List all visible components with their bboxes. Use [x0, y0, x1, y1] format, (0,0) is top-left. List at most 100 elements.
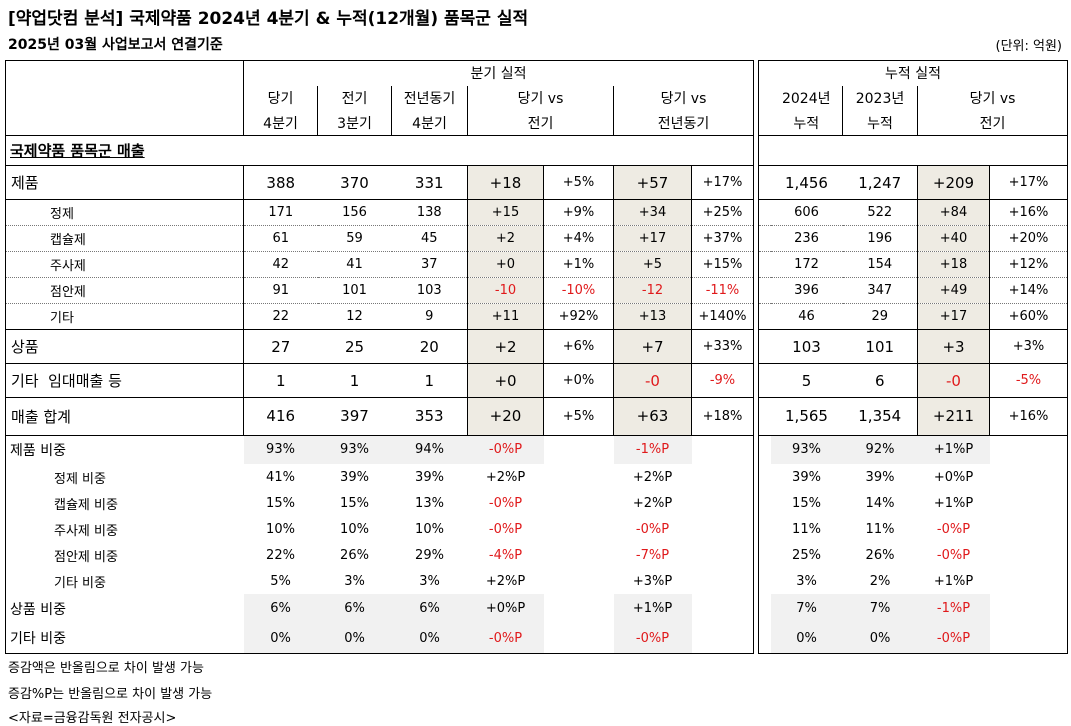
table-row: 46 29 +17 +60% [759, 303, 1068, 330]
cell-cum-pct: +17% [989, 165, 1068, 201]
cell-pct-prev: +4% [543, 225, 614, 253]
cell-cum-2024: 46 [798, 309, 815, 325]
cell-cum-2023: 1,247 [842, 165, 918, 201]
cell-delta-yoy: -0 [613, 363, 692, 399]
ratio-delta-prev: -0%P [488, 521, 523, 537]
ratio-row: 3% 2% +1%P [759, 568, 1068, 594]
col-subheader-vs-yoy: 전년동기 [613, 110, 754, 137]
col-header-vs-prev: 당기 vs [467, 85, 614, 111]
ratio-cum-2024: 39% [792, 469, 821, 485]
col-header-cur: 당기 [243, 85, 318, 111]
ratio-delta-yoy: +1%P [613, 594, 692, 624]
cell-pct-yoy: -9% [691, 363, 754, 399]
ratio-label: 기타 비중 [10, 631, 66, 648]
ratio-row: 0% 0% -0%P [759, 623, 1068, 654]
cell-yoy: 331 [391, 165, 468, 201]
cell-cum-2024: 606 [770, 199, 843, 227]
cell-prev: 101 [317, 277, 392, 305]
ratio-yoy: 0% [391, 623, 468, 654]
ratio-cur: 6% [243, 594, 318, 624]
cell-pct-yoy: +37% [691, 225, 754, 253]
footnote-rounding-percent: 증감%P는 반올림으로 차이 발생 가능 [8, 687, 213, 702]
cell-delta-yoy: +5 [613, 251, 692, 279]
cell-delta-prev: +20 [467, 397, 544, 436]
table-row: 캡슐제 61 59 45 +2 +4% +17 +37% [5, 225, 754, 253]
cell-pct-yoy: +15% [691, 251, 754, 279]
unit-label: (단위: 억원) [995, 39, 1063, 54]
ratio-delta-prev: -4%P [488, 547, 523, 563]
col-subheader-prev: 3분기 [317, 110, 392, 137]
table-row: 정제 171 156 138 +15 +9% +34 +25% [5, 199, 754, 227]
ratio-delta-prev: -0%P [467, 435, 544, 465]
cell-delta-yoy: -12 [613, 277, 692, 305]
col-subheader-cur: 4분기 [243, 110, 318, 137]
ratio-row: 93% 92% +1%P [759, 435, 1068, 465]
cell-cum-delta: +17 [917, 303, 990, 330]
cell-pct-yoy: +140% [698, 309, 747, 325]
ratio-delta-prev: +2%P [485, 573, 526, 589]
report-basis: 2025년 03월 사업보고서 연결기준 [8, 37, 223, 53]
ratio-cum-2023: 11% [865, 521, 895, 537]
ratio-row: 39% 39% +0%P [759, 464, 1068, 490]
table-row: 기타 임대매출 등 1 1 1 +0 +0% -0 -9% [5, 363, 754, 399]
ratio-yoy: 3% [419, 573, 440, 589]
col-header-2023: 2023년 [842, 85, 918, 111]
ratio-cum-delta: -0%P [936, 521, 971, 537]
footnote-rounding-amount: 증감액은 반올림으로 차이 발생 가능 [8, 661, 204, 676]
cell-prev: 41 [317, 251, 392, 279]
ratio-cum-delta: +1%P [933, 573, 974, 589]
ratio-cum-delta: +0%P [933, 469, 974, 485]
ratio-label: 제품 비중 [10, 442, 66, 459]
cell-pct-prev: +92% [558, 309, 599, 325]
ratio-cum-2024: 0% [770, 623, 843, 654]
quarter-group-header: 분기 실적 [243, 60, 754, 86]
table-row: 점안제 91 101 103 -10 -10% -12 -11% [5, 277, 754, 305]
ratio-delta-yoy: +2%P [632, 495, 673, 511]
ratio-cum-2023: 2% [869, 573, 891, 589]
cell-cum-2023: 196 [842, 225, 918, 253]
cell-cum-delta: +18 [917, 251, 990, 279]
table-row: 1,456 1,247 +209 +17% [758, 165, 1068, 201]
ratio-row: 15% 14% +1%P [759, 490, 1068, 516]
ratio-cum-2024: 7% [770, 594, 843, 624]
ratio-row: 기타 비중 5% 3% 3% +2%P +3%P [6, 568, 754, 594]
ratio-cum-delta: -0%P [917, 623, 990, 654]
cumulative-table: 누적 실적 2024년 2023년 당기 vs 누적 누적 전기 1,456 1… [758, 60, 1069, 654]
col-header-yoy: 전년동기 [391, 85, 468, 111]
ratio-row: 정제 비중 41% 39% 39% +2%P +2%P [6, 464, 754, 490]
row-label: 정제 [5, 199, 244, 227]
cell-delta-prev: +18 [467, 165, 544, 201]
cell-cum-2023: 101 [842, 329, 918, 365]
cell-delta-prev: +11 [467, 303, 544, 330]
table-row: 매출 합계 416 397 353 +20 +5% +63 +18% [5, 397, 754, 436]
col-header-prev: 전기 [317, 85, 392, 111]
ratio-yoy: 10% [415, 521, 444, 537]
footnote-source: <자료=금융감독원 전자공시> [8, 711, 177, 726]
section-title: 국제약품 품목군 매출 [10, 142, 145, 161]
ratio-cum-2024: 3% [796, 573, 817, 589]
row-label: 상품 [5, 329, 244, 365]
cell-pct-prev: +9% [543, 199, 614, 227]
cell-prev: 25 [317, 329, 392, 365]
ratio-cum-2024: 15% [792, 495, 821, 511]
cell-cum-delta: -0 [917, 363, 990, 399]
ratio-row: 점안제 비중 22% 26% 29% -4%P -7%P [6, 542, 754, 568]
cell-yoy: 138 [391, 199, 468, 227]
cell-cur: 171 [243, 199, 318, 227]
cell-delta-yoy: +13 [613, 303, 692, 330]
ratio-cur: 93% [243, 435, 318, 465]
cell-cum-2024: 1,565 [770, 397, 843, 436]
cell-cum-2023: 154 [842, 251, 918, 279]
ratio-delta-prev: -0%P [488, 495, 523, 511]
row-label: 기타 [5, 303, 244, 330]
cell-prev: 59 [317, 225, 392, 253]
cell-cum-delta: +211 [917, 397, 990, 436]
cell-cur: 42 [243, 251, 318, 279]
cell-delta-yoy: +57 [613, 165, 692, 201]
cell-yoy: 1 [391, 363, 468, 399]
col-subheader-yoy: 4분기 [391, 110, 468, 137]
table-row: 236 196 +40 +20% [758, 225, 1068, 253]
col-header-vs-yoy: 당기 vs [613, 85, 754, 111]
ratio-prev: 3% [344, 573, 365, 589]
row-label: 매출 합계 [5, 397, 244, 436]
